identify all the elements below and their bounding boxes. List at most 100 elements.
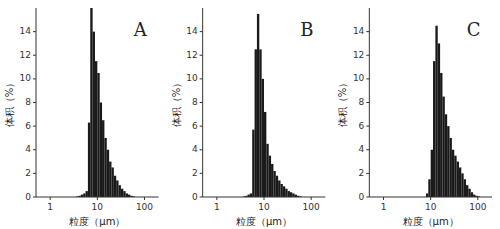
bar <box>278 180 280 197</box>
bar <box>264 112 266 197</box>
bar <box>440 73 442 197</box>
y-tick <box>200 31 203 32</box>
bar <box>276 176 278 197</box>
bar <box>454 156 456 197</box>
x-tick <box>264 197 265 200</box>
y-tick-label: 2 <box>25 168 31 178</box>
y-tick <box>366 78 369 79</box>
y-tick <box>33 102 36 103</box>
y-tick-label: 4 <box>192 144 198 154</box>
y-tick-label: 2 <box>192 168 198 178</box>
y-tick-label: 0 <box>359 192 365 202</box>
y-tick <box>200 173 203 174</box>
x-tick-label: 100 <box>303 202 320 212</box>
bars <box>243 14 302 197</box>
bars <box>426 26 480 197</box>
x-tick <box>383 197 384 200</box>
y-tick <box>366 102 369 103</box>
bar <box>126 193 128 197</box>
x-tick-label: 10 <box>92 202 104 212</box>
bar <box>100 103 102 198</box>
y-tick <box>33 197 36 198</box>
y-axis-label: 体积（%） <box>337 78 348 128</box>
panel: 02468101214110100粒度（μm）体积（%）B <box>167 0 334 229</box>
y-tick-label: 6 <box>192 121 198 131</box>
y-tick <box>200 149 203 150</box>
bar <box>266 144 268 197</box>
x-axis-label: 粒度（μm） <box>236 216 292 227</box>
bar <box>257 14 259 197</box>
y-tick <box>200 78 203 79</box>
x-tick <box>216 197 217 200</box>
x-axis-label: 粒度（μm） <box>69 216 125 227</box>
panel: 02468101214110100粒度（μm）体积（%）A <box>0 0 167 229</box>
y-tick <box>200 126 203 127</box>
bar <box>269 156 271 197</box>
y-tick <box>366 31 369 32</box>
y-tick <box>366 126 369 127</box>
y-tick-label: 8 <box>359 97 365 107</box>
x-tick <box>144 197 145 200</box>
x-tick-label: 100 <box>469 202 486 212</box>
bar <box>442 97 444 197</box>
x-tick-label: 100 <box>136 202 153 212</box>
bar <box>97 73 99 197</box>
y-tick-label: 10 <box>186 73 198 83</box>
y-tick-label: 14 <box>186 26 198 36</box>
bar <box>290 192 292 197</box>
y-tick <box>366 197 369 198</box>
y-tick <box>33 126 36 127</box>
y-tick <box>200 55 203 56</box>
bar <box>468 189 470 197</box>
y-axis-label: 体积（%） <box>171 78 182 128</box>
bar <box>273 171 275 197</box>
y-tick <box>366 55 369 56</box>
bar <box>283 186 285 197</box>
bar <box>123 191 125 197</box>
panel-background <box>333 0 500 229</box>
y-tick <box>366 173 369 174</box>
y-tick-label: 6 <box>359 121 365 131</box>
y-tick <box>33 78 36 79</box>
bar <box>271 164 273 197</box>
bar <box>459 167 461 197</box>
bar <box>107 150 109 197</box>
y-tick <box>33 149 36 150</box>
bar <box>438 43 440 197</box>
y-tick-label: 0 <box>25 192 31 202</box>
y-tick-label: 12 <box>353 50 364 60</box>
panel: 02468101214110100粒度（μm）体积（%）C <box>333 0 500 229</box>
y-tick <box>33 55 36 56</box>
y-tick-label: 0 <box>192 192 198 202</box>
x-tick-label: 1 <box>381 202 387 212</box>
y-tick-label: 14 <box>353 26 365 36</box>
y-tick-label: 4 <box>359 144 365 154</box>
chart-container: 02468101214110100粒度（μm）体积（%）A02468101214… <box>0 0 500 229</box>
panel-label: A <box>133 19 148 40</box>
bar <box>433 61 435 197</box>
y-tick <box>200 197 203 198</box>
y-tick-label: 10 <box>353 73 365 83</box>
panel-background <box>167 0 334 229</box>
bar <box>119 185 121 197</box>
bars <box>76 8 135 197</box>
bar <box>471 192 473 197</box>
y-axis-label: 体积（%） <box>4 78 15 128</box>
bar <box>450 138 452 197</box>
bar <box>104 138 106 197</box>
bar <box>95 61 97 197</box>
panel-label: C <box>467 19 481 40</box>
x-tick <box>311 197 312 200</box>
x-tick <box>50 197 51 200</box>
y-tick-label: 6 <box>25 121 31 131</box>
bar <box>111 167 113 197</box>
x-tick <box>430 197 431 200</box>
y-tick-label: 4 <box>25 144 31 154</box>
bar <box>262 79 264 197</box>
bar <box>250 193 252 197</box>
chart-svg: 02468101214110100粒度（μm）体积（%）A02468101214… <box>0 0 500 229</box>
panel-label: B <box>300 19 313 40</box>
bar <box>88 123 90 197</box>
y-tick-label: 14 <box>20 26 32 36</box>
panel-background <box>0 0 167 229</box>
